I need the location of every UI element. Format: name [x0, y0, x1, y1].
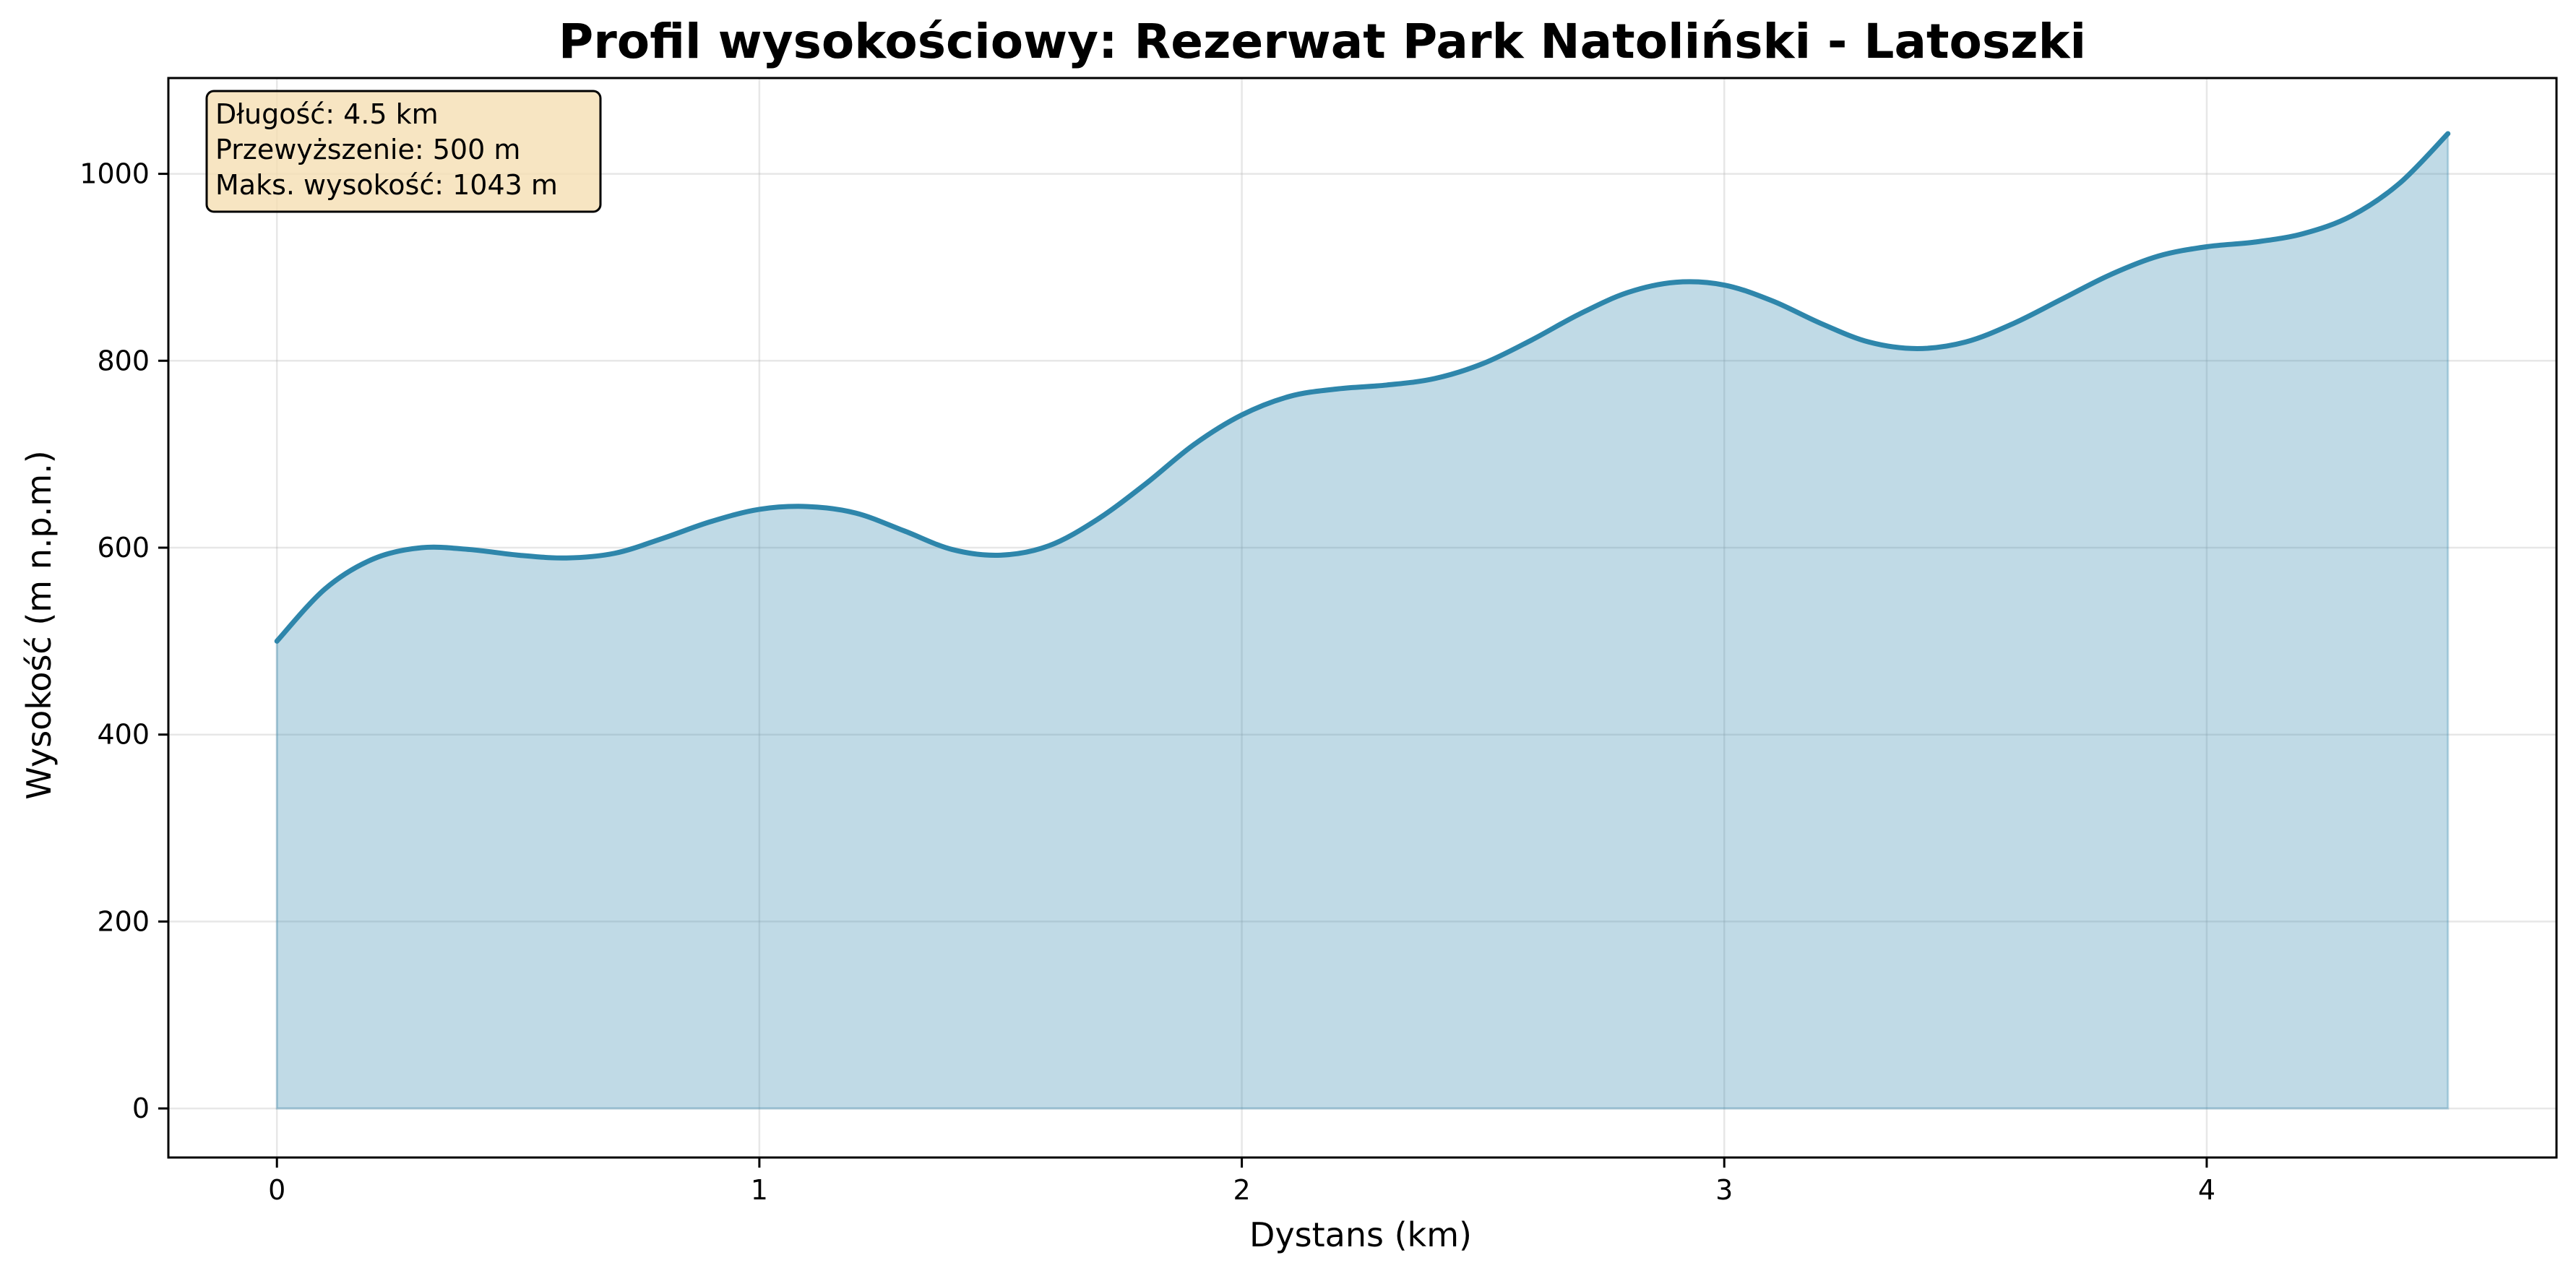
x-tick-label: 2: [1233, 1174, 1250, 1206]
y-tick-label: 400: [97, 719, 150, 751]
y-tick-label: 0: [132, 1092, 150, 1124]
grid-lines: [168, 78, 2556, 1158]
info-box: Długość: 4.5 km Przewyższenie: 500 m Mak…: [205, 90, 602, 213]
elevation-line: [274, 131, 2451, 644]
x-tick-label: 1: [751, 1174, 768, 1206]
chart-title: Profil wysokościowy: Rezerwat Park Natol…: [559, 14, 2086, 69]
x-axis-ticks: 0 1 2 3 4: [268, 1158, 2215, 1206]
y-axis-label: Wysokość (m n.p.m.): [20, 450, 59, 799]
info-length: Długość: 4.5 km: [215, 98, 439, 130]
y-tick-label: 200: [97, 905, 150, 937]
y-tick-label: 1000: [79, 158, 150, 190]
y-axis-ticks: 0 200 400 600 800 1000: [79, 158, 168, 1124]
x-tick-label: 4: [2198, 1174, 2215, 1206]
y-tick-label: 800: [97, 345, 150, 376]
info-max-elevation: Maks. wysokość: 1043 m: [215, 169, 558, 201]
y-tick-label: 600: [97, 532, 150, 564]
x-tick-label: 3: [1715, 1174, 1733, 1206]
info-box-background: [205, 90, 602, 213]
x-axis-label: Dystans (km): [1249, 1215, 1472, 1254]
plot-frame: [167, 77, 2558, 1159]
info-elevation-gain: Przewyższenie: 500 m: [215, 134, 520, 165]
x-tick-label: 0: [268, 1174, 285, 1206]
